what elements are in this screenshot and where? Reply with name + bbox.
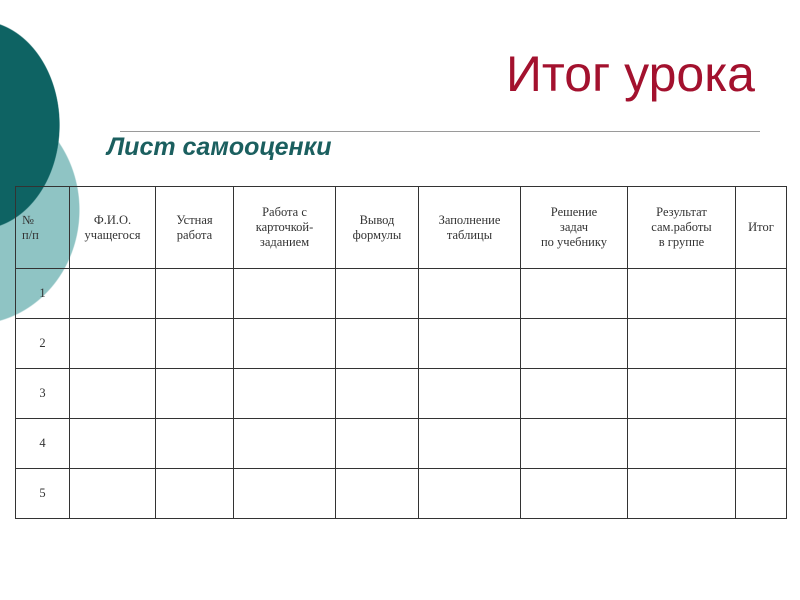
table-row: 5	[15, 468, 787, 519]
header-text: по учебнику	[540, 235, 608, 249]
table-cell[interactable]	[155, 418, 234, 469]
table-cell[interactable]	[335, 418, 419, 469]
table-cell[interactable]	[233, 468, 336, 519]
row-number: 1	[15, 268, 70, 319]
column-header: Ф.И.О. учащегося	[69, 186, 156, 269]
table-cell[interactable]	[627, 368, 736, 419]
table-cell[interactable]	[69, 268, 156, 319]
table-row: 3	[15, 368, 787, 419]
table-cell[interactable]	[155, 468, 234, 519]
table-cell[interactable]	[735, 368, 787, 419]
header-text: в группе	[658, 235, 705, 249]
table-cell[interactable]	[627, 418, 736, 469]
column-header: Вывод формулы	[335, 186, 419, 269]
table-cell[interactable]	[233, 368, 336, 419]
header-text: Ф.И.О.	[93, 212, 132, 227]
column-header: Устная работа	[155, 186, 234, 269]
header-text: Устная	[176, 212, 213, 227]
table-cell[interactable]	[735, 418, 787, 469]
header-text: п/п	[22, 227, 39, 242]
header-text: Заполнение	[438, 212, 501, 227]
table-cell[interactable]	[233, 268, 336, 319]
header-text: Работа с	[262, 205, 307, 219]
title-divider	[120, 131, 760, 132]
header-text: работа	[176, 227, 213, 242]
header-text: учащегося	[84, 227, 141, 242]
table-cell[interactable]	[69, 368, 156, 419]
row-number: 5	[15, 468, 70, 519]
column-header: Итог	[735, 186, 787, 269]
table-cell[interactable]	[627, 268, 736, 319]
table-cell[interactable]	[418, 368, 521, 419]
table-cell[interactable]	[520, 318, 628, 369]
table-cell[interactable]	[335, 268, 419, 319]
table-row: 4	[15, 418, 787, 469]
table-cell[interactable]	[735, 468, 787, 519]
table-cell[interactable]	[520, 368, 628, 419]
column-header: Заполнение таблицы	[418, 186, 521, 269]
row-number: 3	[15, 368, 70, 419]
header-text: Решение	[550, 205, 598, 219]
table-cell[interactable]	[233, 418, 336, 469]
table-cell[interactable]	[627, 318, 736, 369]
slide-title: Итог урока	[505, 46, 755, 102]
column-header: Работа с карточкой-заданием	[233, 186, 336, 269]
header-text: Вывод	[359, 212, 395, 227]
column-header: № п/п	[15, 186, 70, 269]
table-cell[interactable]	[69, 468, 156, 519]
header-text: таблицы	[446, 227, 493, 242]
table-cell[interactable]	[155, 268, 234, 319]
table-cell[interactable]	[520, 418, 628, 469]
column-header: Результат сам.работы в группе	[627, 186, 736, 269]
table-cell[interactable]	[418, 318, 521, 369]
table-row: 2	[15, 318, 787, 369]
header-text: Результат	[656, 205, 707, 219]
row-number: 2	[15, 318, 70, 369]
header-text: формулы	[352, 227, 402, 242]
header-text: карточкой-	[255, 220, 314, 234]
header-text: задач	[559, 220, 589, 234]
row-number: 4	[15, 418, 70, 469]
table-cell[interactable]	[69, 318, 156, 369]
table-row: 1	[15, 268, 787, 319]
table-cell[interactable]	[735, 268, 787, 319]
table-cell[interactable]	[335, 468, 419, 519]
table-cell[interactable]	[627, 468, 736, 519]
table-cell[interactable]	[520, 468, 628, 519]
table-cell[interactable]	[335, 318, 419, 369]
header-text: заданием	[259, 235, 310, 249]
table-cell[interactable]	[69, 418, 156, 469]
table-cell[interactable]	[155, 318, 234, 369]
table-cell[interactable]	[418, 418, 521, 469]
table-cell[interactable]	[335, 368, 419, 419]
header-text: сам.работы	[651, 220, 712, 234]
table-cell[interactable]	[520, 268, 628, 319]
table-cell[interactable]	[155, 368, 234, 419]
table-cell[interactable]	[233, 318, 336, 369]
header-text: №	[22, 212, 34, 227]
column-header: Решение задач по учебнику	[520, 186, 628, 269]
header-text: Итог	[748, 220, 774, 234]
table-cell[interactable]	[418, 468, 521, 519]
slide-subtitle: Лист самооценки	[107, 133, 332, 161]
table-cell[interactable]	[735, 318, 787, 369]
table-cell[interactable]	[418, 268, 521, 319]
